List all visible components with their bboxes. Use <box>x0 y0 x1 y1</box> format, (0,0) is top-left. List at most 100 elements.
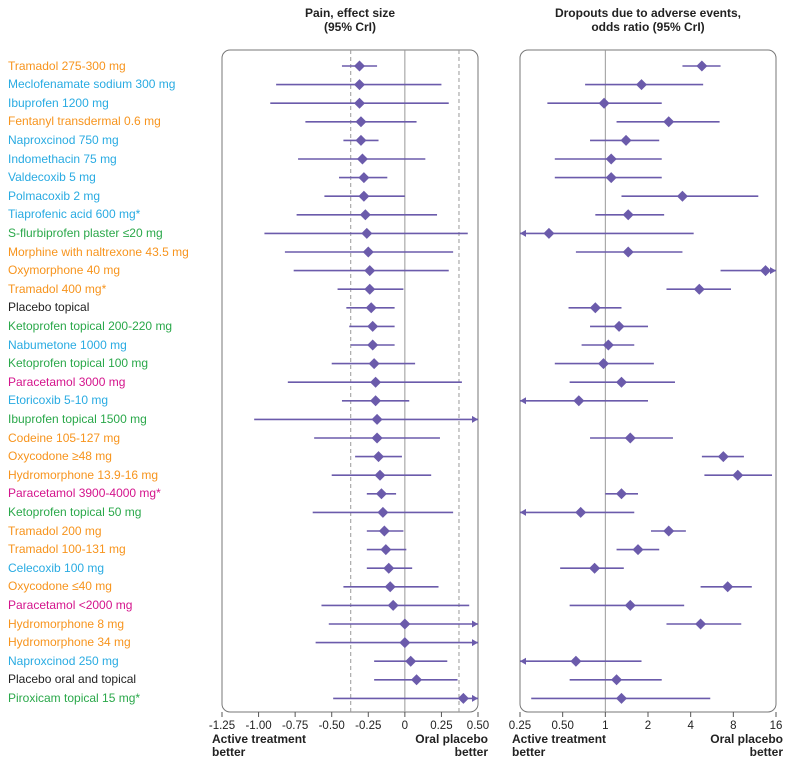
treatment-label: Oxycodone ≤40 mg <box>8 579 112 594</box>
pain-point <box>370 376 382 388</box>
treatment-label: Oxymorphone 40 mg <box>8 263 121 278</box>
treatment-label: Tramadol 200 mg <box>8 523 102 538</box>
dropout-point <box>676 190 688 202</box>
treatment-label: Valdecoxib 5 mg <box>8 170 96 185</box>
dropout-point <box>624 432 636 444</box>
pain-point <box>354 79 366 91</box>
dropout-ci-arrow <box>520 508 526 516</box>
pain-point <box>399 637 411 649</box>
dropout-point <box>589 562 601 574</box>
treatment-label: S-flurbiprofen plaster ≤20 mg <box>8 225 163 240</box>
dropout-point <box>613 320 625 332</box>
left-axis-tick-label: 0.50 <box>467 720 489 732</box>
pain-point <box>367 339 379 351</box>
left-axis-tick-label: 0.25 <box>430 720 452 732</box>
left-panel-frame <box>221 49 479 713</box>
left-title-line1: Pain, effect size <box>304 6 396 20</box>
pain-point <box>354 60 366 72</box>
right-panel-title: Dropouts due to adverse events, odds rat… <box>520 6 776 34</box>
dropout-point <box>615 488 627 500</box>
right-axis-tick-label: 8 <box>730 720 736 732</box>
dropout-point <box>696 60 708 72</box>
dropout-point <box>717 451 729 463</box>
treatment-label: Morphine with naltrexone 43.5 mg <box>8 244 189 259</box>
dropout-point <box>575 506 587 518</box>
right-annotation-active: Active treatment better <box>512 732 607 759</box>
treatment-label: Tiaprofenic acid 600 mg* <box>8 207 141 222</box>
dropout-ci-arrow <box>520 229 526 237</box>
right-axis-tick-label: 4 <box>687 720 694 732</box>
pain-point <box>355 134 367 146</box>
dropout-point <box>622 209 634 221</box>
treatment-label: Naproxcinod 250 mg <box>8 653 119 668</box>
treatment-label: Placebo topical <box>8 300 90 315</box>
pain-ci-arrow <box>472 620 478 628</box>
pain-point <box>361 227 373 239</box>
left-axis-tick-label: -0.25 <box>355 720 381 732</box>
left-axis-tick-label: -1.00 <box>245 720 271 732</box>
treatment-label: Paracetamol 3900-4000 mg* <box>8 486 161 501</box>
treatment-label: Hydromorphone 34 mg <box>8 635 131 650</box>
dropout-point <box>732 469 744 481</box>
treatment-label: Celecoxib 100 mg <box>8 560 105 575</box>
pain-point <box>405 655 417 667</box>
treatment-label: Ibuprofen topical 1500 mg <box>8 411 147 426</box>
pain-point <box>375 488 387 500</box>
pain-ci-arrow <box>472 415 478 423</box>
treatment-label: Meclofenamate sodium 300 mg <box>8 77 176 92</box>
dropout-point <box>597 358 609 370</box>
pain-point <box>364 265 376 277</box>
treatment-label: Etoricoxib 5-10 mg <box>8 393 109 408</box>
right-axis-tick-label: 0.25 <box>509 720 531 732</box>
dropout-point <box>573 395 585 407</box>
treatment-label: Fentanyl transdermal 0.6 mg <box>8 114 161 129</box>
treatment-label: Paracetamol <2000 mg <box>8 597 133 612</box>
pain-point <box>356 153 368 165</box>
pain-point <box>371 432 383 444</box>
left-annotation-active: Active treatment better <box>212 732 307 759</box>
treatment-label: Ketoprofen topical 200-220 mg <box>8 318 173 333</box>
dropout-point <box>570 655 582 667</box>
pain-point <box>365 302 377 314</box>
pain-point <box>362 246 374 258</box>
dropout-point <box>722 581 734 593</box>
pain-point <box>387 599 399 611</box>
dropout-ci-arrow <box>770 267 776 275</box>
right-title-line2: odds ratio (95% CrI) <box>591 20 705 34</box>
treatment-label: Piroxicam topical 15 mg* <box>8 690 141 705</box>
pain-point <box>411 674 423 686</box>
dropout-point <box>693 283 705 295</box>
left-axis-tick-label: -1.25 <box>209 720 235 732</box>
dropout-ci-arrow <box>520 397 526 405</box>
left-panel-title: Pain, effect size (95% CrI) <box>222 6 478 34</box>
pain-ci-arrow <box>472 639 478 647</box>
right-axis-tick-label: 0.50 <box>551 720 573 732</box>
pain-point <box>384 581 396 593</box>
dropout-point <box>663 116 675 128</box>
dropout-point <box>605 153 617 165</box>
dropout-point <box>611 674 623 686</box>
treatment-label: Hydromorphone 13.9-16 mg <box>8 467 159 482</box>
dropout-point <box>695 618 707 630</box>
dropout-point <box>620 134 632 146</box>
treatment-label: Placebo oral and topical <box>8 672 137 687</box>
treatment-label: Paracetamol 3000 mg <box>8 374 126 389</box>
pain-point <box>371 413 383 425</box>
pain-point <box>380 544 392 556</box>
treatment-label: Ketoprofen topical 100 mg <box>8 356 149 371</box>
left-axis-tick-label: 0 <box>402 720 408 732</box>
treatment-label: Codeine 105-127 mg <box>8 430 121 445</box>
treatment-label: Naproxcinod 750 mg <box>8 132 119 147</box>
pain-point <box>364 283 376 295</box>
pain-point <box>377 506 389 518</box>
treatment-label: Ketoprofen topical 50 mg <box>8 504 142 519</box>
treatment-label: Nabumetone 1000 mg <box>8 337 127 352</box>
left-title-line2: (95% CrI) <box>323 20 376 34</box>
pain-point <box>358 190 370 202</box>
pain-point <box>368 358 380 370</box>
dropout-point <box>598 97 610 109</box>
right-axis-tick-label: 1 <box>602 720 608 732</box>
pain-point <box>373 451 385 463</box>
